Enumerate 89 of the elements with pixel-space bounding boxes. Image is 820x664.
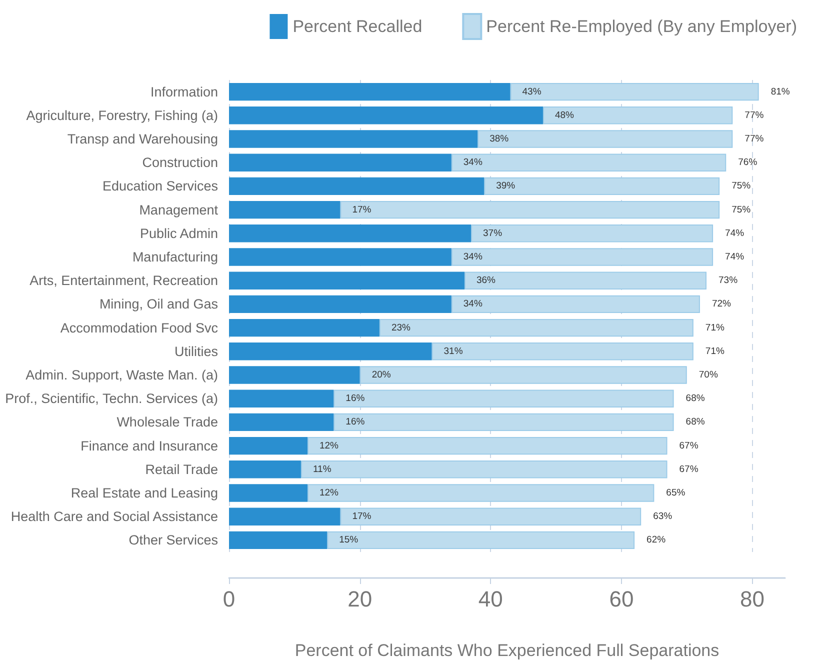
y-tick-label: Management bbox=[139, 202, 218, 218]
legend-label: Percent Re-Employed (By any Employer) bbox=[486, 17, 798, 36]
y-tick-label: Finance and Insurance bbox=[80, 438, 218, 454]
y-tick-label: Admin. Support, Waste Man. (a) bbox=[26, 368, 218, 382]
y-tick-label: Public Admin bbox=[140, 226, 218, 241]
total-label: 68% bbox=[686, 393, 706, 404]
total-label: 74% bbox=[725, 252, 745, 262]
bar bbox=[229, 82, 510, 101]
y-tick-label: Health Care and Social Assistance bbox=[10, 509, 218, 524]
total-label: 71% bbox=[705, 322, 725, 334]
data-label: 34% bbox=[463, 157, 483, 168]
x-tick-label: 80 bbox=[740, 586, 765, 612]
data-label: 34% bbox=[463, 252, 483, 262]
bar bbox=[229, 460, 301, 478]
bar bbox=[229, 177, 484, 196]
legend-label: Percent Recalled bbox=[292, 17, 422, 36]
y-tick-label: Utilities bbox=[174, 344, 218, 359]
data-label: 37% bbox=[483, 228, 503, 239]
bar bbox=[229, 484, 308, 502]
total-label: 77% bbox=[744, 110, 764, 121]
bar bbox=[229, 130, 478, 148]
bar bbox=[229, 272, 464, 290]
y-tick-label: Construction bbox=[142, 155, 218, 170]
y-tick-label: Agriculture, Forestry, Fishing (a) bbox=[26, 108, 218, 123]
total-label: 74% bbox=[725, 228, 745, 239]
data-label: 38% bbox=[490, 134, 510, 144]
bar bbox=[229, 154, 452, 172]
y-tick-label: Real Estate and Leasing bbox=[70, 486, 218, 500]
data-label: 11% bbox=[312, 464, 332, 475]
data-label: 23% bbox=[391, 322, 412, 334]
y-tick-label: Information bbox=[150, 84, 218, 100]
data-label: 34% bbox=[463, 298, 483, 310]
x-tick-label: 60 bbox=[609, 586, 634, 612]
total-label: 77% bbox=[744, 134, 764, 144]
data-label: 17% bbox=[352, 204, 372, 216]
total-label: 68% bbox=[686, 416, 706, 428]
data-label: 12% bbox=[319, 488, 340, 498]
bar bbox=[229, 366, 360, 384]
total-label: 62% bbox=[646, 534, 666, 546]
total-label: 71% bbox=[705, 346, 725, 357]
data-label: 39% bbox=[496, 180, 516, 192]
y-tick-label: Manufacturing bbox=[132, 250, 218, 264]
data-label: 12% bbox=[319, 440, 340, 452]
bar bbox=[229, 413, 334, 432]
data-label: 48% bbox=[554, 110, 575, 121]
total-label: 67% bbox=[679, 440, 699, 452]
total-label: 73% bbox=[718, 275, 738, 286]
y-tick-label: Arts, Entertainment, Recreation bbox=[30, 273, 218, 288]
data-label: 36% bbox=[476, 275, 496, 286]
y-tick-label: Transp and Warehousing bbox=[67, 132, 218, 146]
bar bbox=[229, 106, 543, 124]
data-label: 31% bbox=[444, 346, 464, 357]
x-axis-title: Percent of Claimants Who Experienced Full Separations bbox=[294, 641, 720, 660]
y-tick-label: Accommodation Food Svc bbox=[60, 320, 218, 336]
bar bbox=[229, 224, 472, 242]
total-label: 72% bbox=[712, 298, 732, 310]
total-label: 81% bbox=[770, 86, 790, 98]
y-tick-label: Wholesale Trade bbox=[116, 414, 218, 430]
bar bbox=[229, 318, 380, 337]
bar bbox=[229, 295, 452, 314]
y-tick-label: Prof., Scientific, Techn. Services (a) bbox=[5, 391, 218, 406]
bar bbox=[229, 436, 308, 455]
bar bbox=[229, 508, 340, 526]
data-label: 16% bbox=[346, 416, 366, 428]
total-label: 75% bbox=[732, 180, 752, 192]
bar bbox=[229, 390, 334, 408]
total-label: 70% bbox=[698, 370, 718, 380]
total-label: 76% bbox=[738, 157, 758, 168]
data-label: 20% bbox=[372, 370, 392, 380]
total-label: 67% bbox=[679, 464, 699, 475]
x-tick-label: 20 bbox=[348, 586, 372, 612]
bar bbox=[229, 531, 328, 550]
y-tick-label: Other Services bbox=[128, 532, 218, 548]
bar bbox=[229, 342, 432, 360]
total-label: 75% bbox=[732, 204, 752, 216]
total-label: 63% bbox=[653, 511, 673, 522]
bar bbox=[229, 248, 452, 266]
data-label: 16% bbox=[346, 393, 366, 404]
data-label: 43% bbox=[522, 86, 542, 98]
y-tick-label: Retail Trade bbox=[145, 462, 218, 477]
total-label: 65% bbox=[666, 488, 686, 498]
x-tick-label: 0 bbox=[222, 586, 236, 612]
x-tick-label: 40 bbox=[478, 586, 503, 612]
y-tick-label: Education Services bbox=[102, 178, 218, 194]
bar bbox=[451, 248, 714, 266]
data-label: 17% bbox=[352, 511, 372, 522]
data-label: 15% bbox=[339, 534, 359, 546]
bar bbox=[229, 200, 340, 219]
y-tick-label: Mining, Oil and Gas bbox=[99, 296, 218, 312]
